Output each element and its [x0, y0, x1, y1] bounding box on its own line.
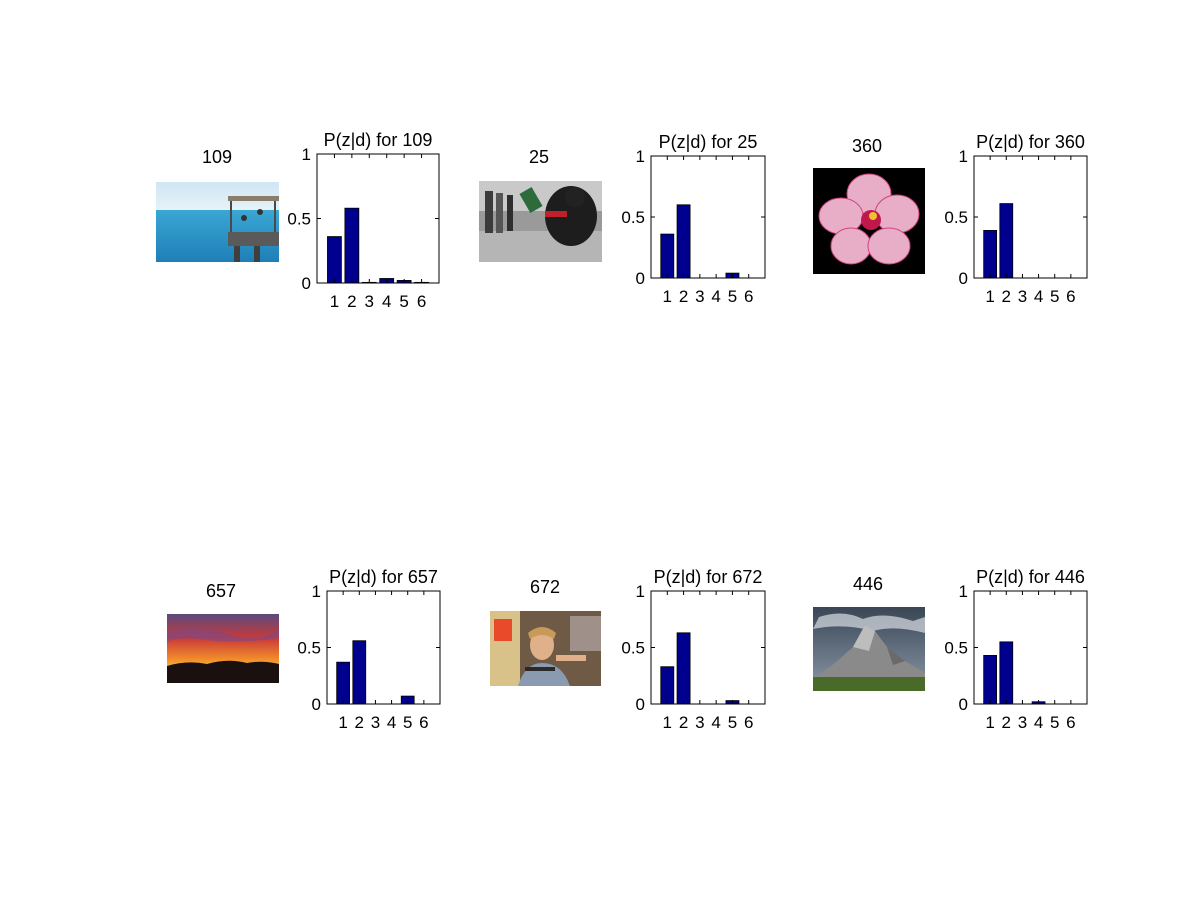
x-tick-label: 5 — [403, 713, 412, 732]
bar — [983, 230, 998, 279]
x-tick-label: 6 — [417, 292, 426, 311]
x-tick-label: 1 — [330, 292, 339, 311]
y-tick-label: 1 — [959, 147, 968, 166]
bar-chart: 00.511 2 3 4 5 6P(z|d) for 446 — [944, 567, 1088, 732]
bar-chart: 00.511 2 3 4 5 6P(z|d) for 25 — [621, 132, 766, 306]
man-portrait-photo — [490, 611, 601, 686]
x-tick-label: 4 — [1034, 287, 1043, 306]
y-tick-label: 1 — [312, 582, 321, 601]
bar-chart: 00.511 2 3 4 5 6P(z|d) for 360 — [944, 132, 1088, 306]
x-tick-label: 5 — [399, 292, 408, 311]
y-tick-label: 0.5 — [621, 208, 645, 227]
x-tick-label: 2 — [679, 713, 688, 732]
x-tick-label: 3 — [1018, 287, 1027, 306]
x-tick-label: 3 — [695, 713, 704, 732]
x-tick-label: 2 — [1002, 287, 1011, 306]
bar — [676, 204, 691, 279]
mountain-landscape-photo — [813, 607, 925, 691]
x-tick-label: 4 — [711, 287, 720, 306]
bar-chart: 00.511 2 3 4 5 6P(z|d) for 657 — [297, 567, 441, 732]
x-tick-label: 5 — [728, 287, 737, 306]
chart-title: P(z|d) for 657 — [329, 567, 438, 587]
x-tick-label: 2 — [1002, 713, 1011, 732]
y-tick-label: 1 — [302, 145, 311, 164]
x-tick-label: 2 — [347, 292, 356, 311]
x-tick-label: 3 — [1018, 713, 1027, 732]
sunset-sky-photo — [167, 614, 279, 683]
y-tick-label: 1 — [636, 147, 645, 166]
photo-label: 446 — [852, 574, 884, 594]
y-tick-label: 0.5 — [621, 639, 645, 658]
chart-title: P(z|d) for 360 — [976, 132, 1085, 152]
bar — [336, 661, 350, 705]
x-tick-label: 1 — [338, 713, 347, 732]
x-tick-label: 2 — [679, 287, 688, 306]
chart-title: P(z|d) for 672 — [654, 567, 763, 587]
y-tick-label: 0.5 — [287, 210, 311, 229]
photo-label: 25 — [528, 147, 550, 167]
x-tick-label: 6 — [419, 713, 428, 732]
bar-chart: 00.511 2 3 4 5 6P(z|d) for 109 — [287, 130, 440, 311]
x-tick-label: 1 — [985, 287, 994, 306]
x-tick-label: 6 — [744, 713, 753, 732]
bar — [327, 236, 342, 284]
x-tick-label: 5 — [1050, 287, 1059, 306]
bar — [344, 207, 360, 284]
x-tick-label: 1 — [663, 287, 672, 306]
y-tick-label: 0 — [312, 695, 321, 714]
bar — [999, 641, 1014, 705]
x-tick-label: 4 — [387, 713, 396, 732]
bar-chart: 00.511 2 3 4 5 6P(z|d) for 672 — [621, 567, 766, 732]
y-tick-label: 0 — [636, 269, 645, 288]
chart-title: P(z|d) for 25 — [659, 132, 758, 152]
x-tick-label: 1 — [663, 713, 672, 732]
y-tick-label: 0 — [302, 274, 311, 293]
bar — [660, 666, 675, 705]
y-tick-label: 0 — [636, 695, 645, 714]
chart-title: P(z|d) for 446 — [976, 567, 1085, 587]
y-tick-label: 0.5 — [944, 208, 968, 227]
y-tick-label: 0.5 — [297, 639, 321, 658]
x-tick-label: 1 — [985, 713, 994, 732]
x-tick-label: 5 — [1050, 713, 1059, 732]
y-tick-label: 1 — [636, 582, 645, 601]
y-tick-label: 1 — [959, 582, 968, 601]
x-tick-label: 6 — [1066, 713, 1075, 732]
x-tick-label: 3 — [695, 287, 704, 306]
y-tick-label: 0 — [959, 269, 968, 288]
x-tick-label: 6 — [744, 287, 753, 306]
photo-label: 109 — [201, 147, 233, 167]
street-crowd-photo — [479, 181, 602, 262]
x-tick-label: 5 — [728, 713, 737, 732]
x-tick-label: 3 — [371, 713, 380, 732]
bar — [983, 655, 998, 705]
bar — [676, 632, 691, 705]
y-tick-label: 0 — [959, 695, 968, 714]
hibiscus-flower-photo — [813, 168, 925, 274]
x-tick-label: 6 — [1066, 287, 1075, 306]
sea-pier-photo — [156, 182, 279, 262]
x-tick-label: 4 — [382, 292, 391, 311]
x-tick-label: 4 — [711, 713, 720, 732]
x-tick-label: 4 — [1034, 713, 1043, 732]
bar — [999, 203, 1014, 279]
photo-label: 672 — [529, 577, 561, 597]
photo-label: 360 — [851, 136, 883, 156]
chart-title: P(z|d) for 109 — [324, 130, 433, 150]
x-tick-label: 2 — [355, 713, 364, 732]
y-tick-label: 0.5 — [944, 639, 968, 658]
x-tick-label: 3 — [365, 292, 374, 311]
bar — [352, 640, 367, 705]
bar — [660, 233, 675, 279]
photo-label: 657 — [205, 581, 237, 601]
